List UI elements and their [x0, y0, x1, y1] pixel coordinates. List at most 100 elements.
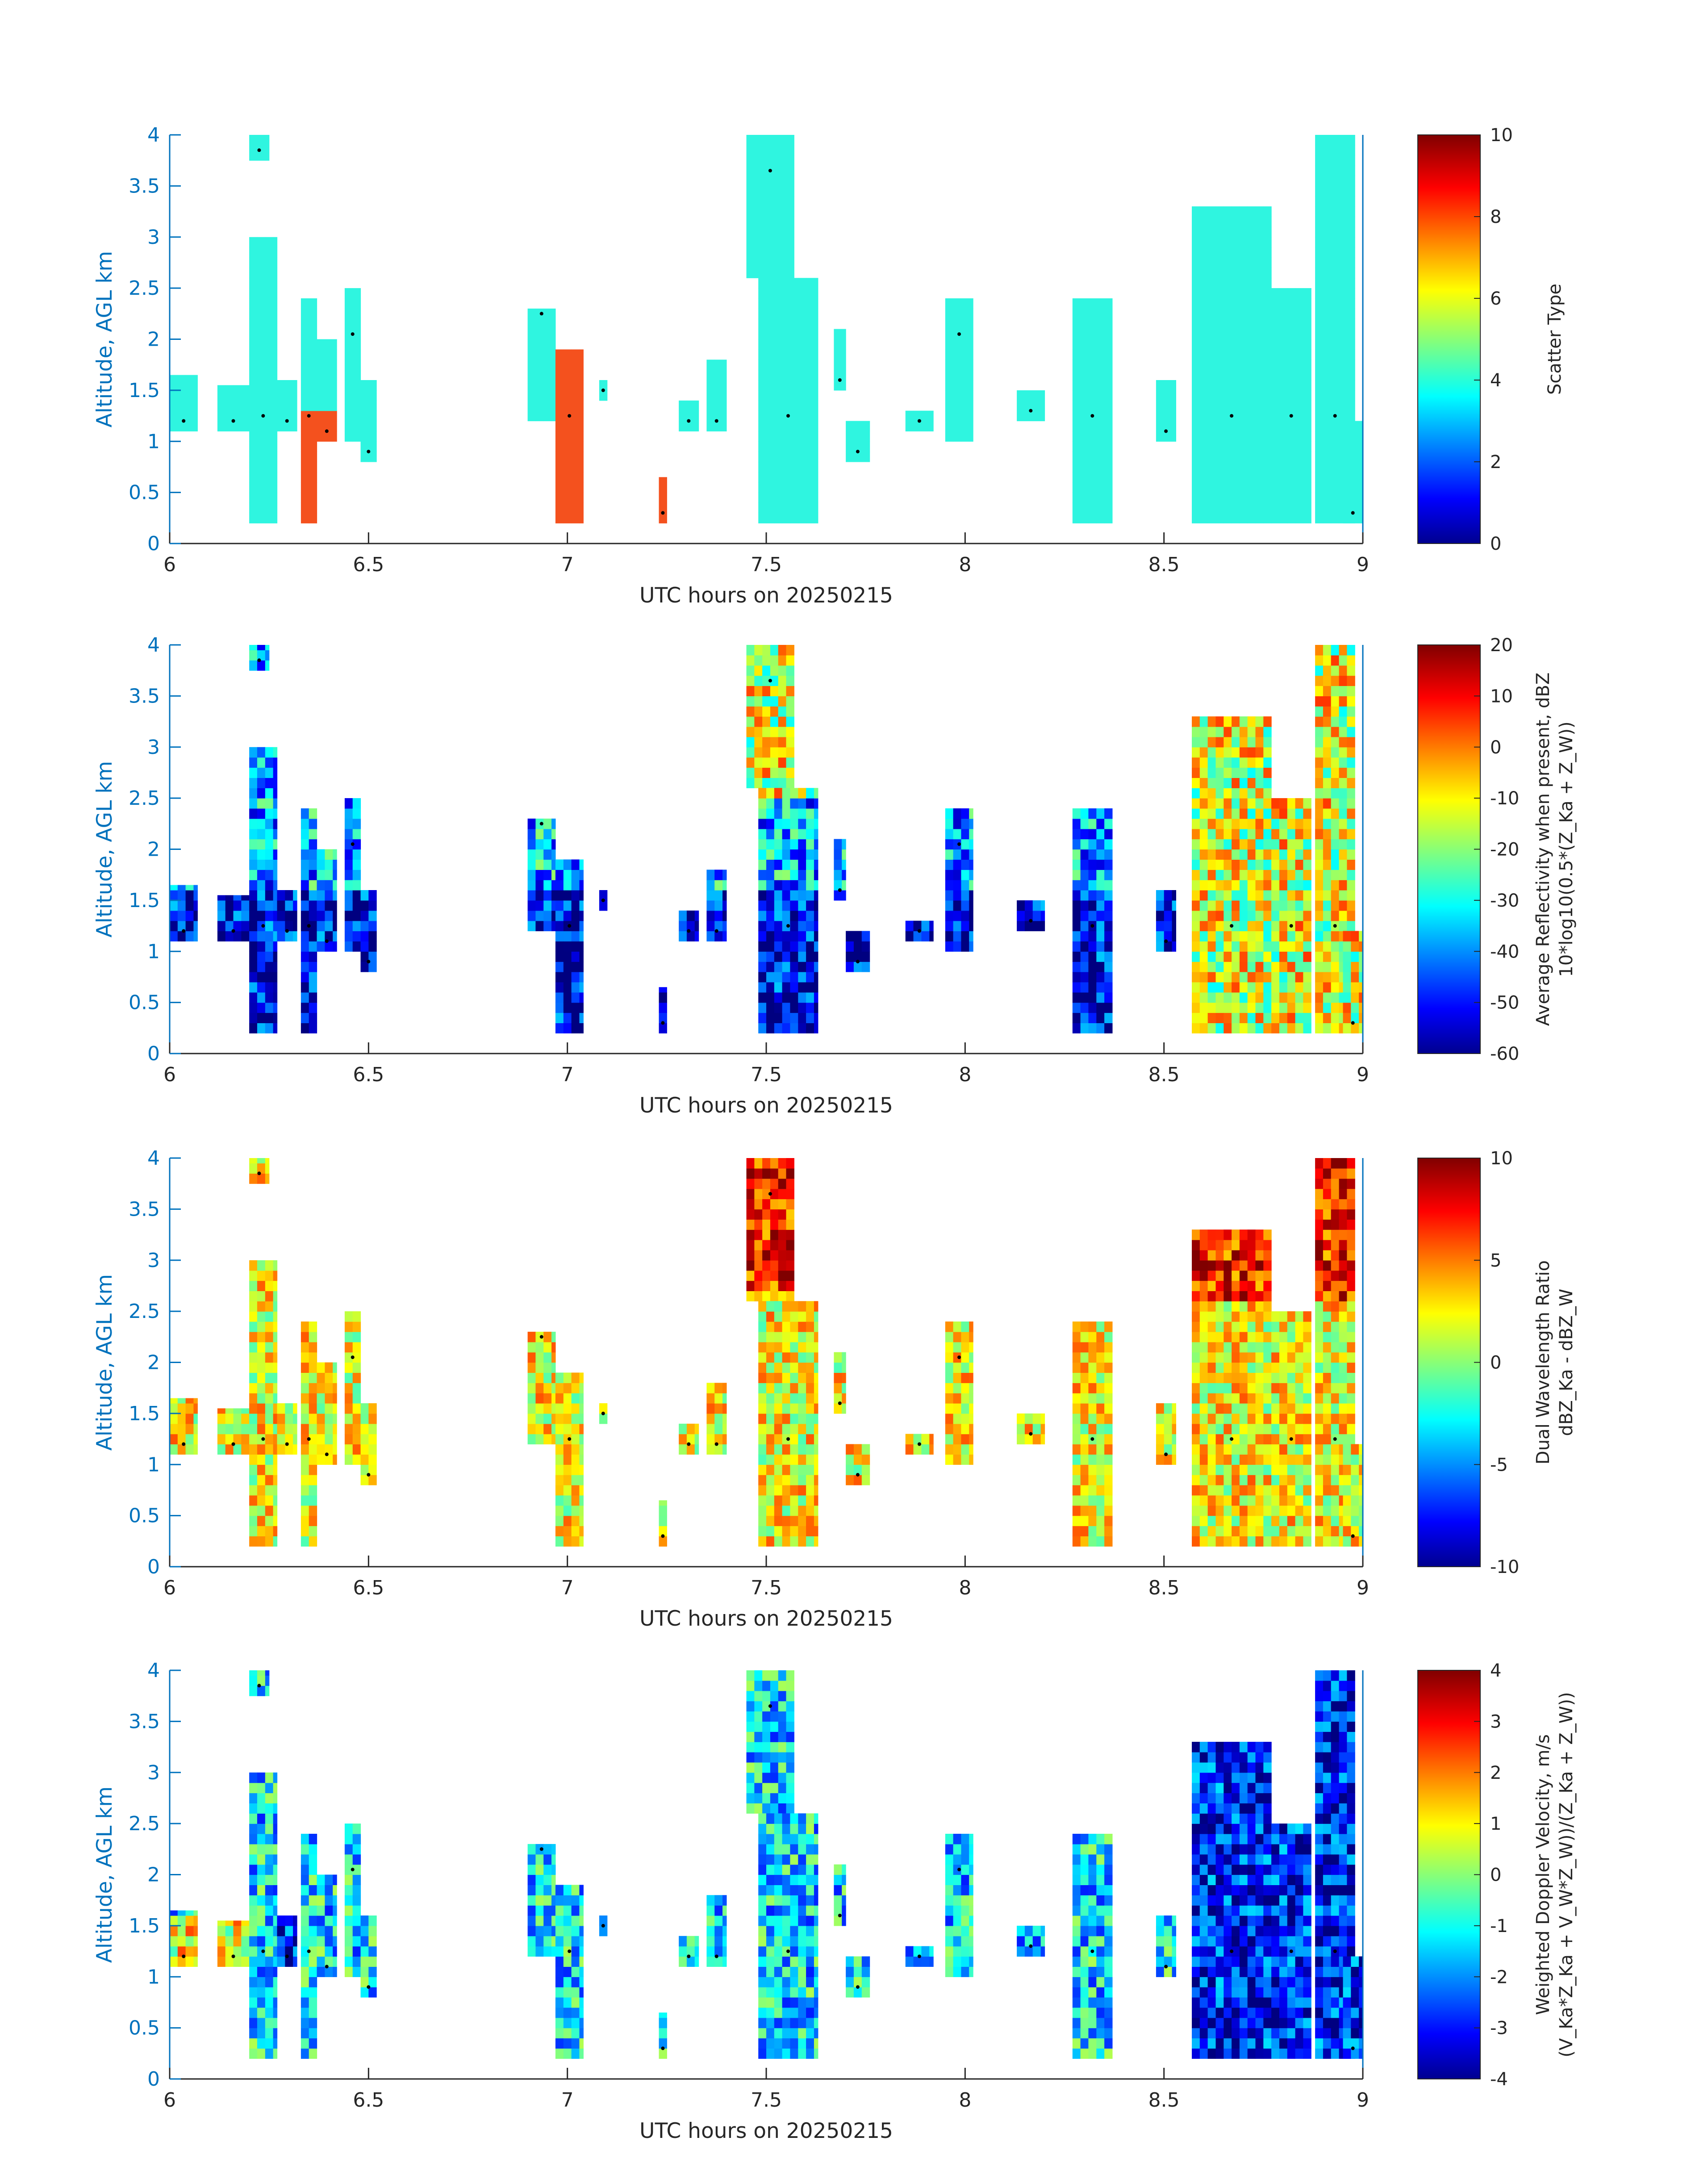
data-cell — [1192, 1281, 1200, 1292]
data-cell — [1315, 1301, 1323, 1312]
data-cell — [758, 1322, 766, 1332]
data-cell — [333, 1454, 337, 1465]
data-cell — [1323, 747, 1331, 758]
data-cell — [249, 1158, 257, 1163]
data-cell — [1271, 839, 1279, 850]
data-cell — [1256, 380, 1264, 391]
data-cell — [1303, 870, 1311, 880]
data-cell — [1279, 900, 1287, 911]
data-cell — [1315, 1414, 1323, 1424]
data-cell — [1200, 1424, 1208, 1435]
data-cell — [758, 819, 766, 829]
data-cell — [273, 1414, 278, 1424]
data-cell — [1339, 1383, 1347, 1393]
data-cell — [1208, 258, 1216, 268]
data-cell — [1295, 513, 1303, 523]
data-cell — [1041, 900, 1045, 911]
data-cell — [1232, 1444, 1240, 1455]
data-cell — [1347, 686, 1355, 697]
data-cell — [945, 1372, 953, 1383]
data-cell — [1303, 1363, 1311, 1373]
data-cell — [790, 1023, 798, 1033]
data-cell — [1347, 258, 1355, 268]
data-cell — [1088, 298, 1096, 309]
data-cell — [1331, 655, 1339, 666]
data-cell — [249, 1023, 257, 1033]
data-cell — [1208, 1003, 1216, 1013]
data-cell — [1271, 1372, 1279, 1383]
data-cell — [1347, 329, 1355, 340]
data-cell — [1232, 849, 1240, 860]
data-cell — [1303, 992, 1311, 1003]
data-cell — [754, 227, 762, 238]
data-cell — [1347, 1281, 1355, 1292]
data-cell — [579, 1536, 584, 1547]
data-cell — [1248, 1311, 1256, 1322]
x-tick-label: 8.5 — [1148, 553, 1180, 576]
data-cell — [1208, 911, 1216, 921]
data-cell — [1271, 1393, 1279, 1404]
data-cell — [782, 1383, 790, 1393]
data-cell — [1073, 1023, 1081, 1033]
data-cell — [1343, 982, 1351, 993]
data-cell — [1216, 1516, 1224, 1527]
data-cell — [249, 258, 257, 268]
data-cell — [193, 900, 198, 911]
data-cell — [1347, 370, 1355, 381]
data-cell — [1033, 1424, 1041, 1435]
data-cell — [1104, 1322, 1112, 1332]
data-cell — [778, 176, 786, 187]
data-cell — [1323, 1383, 1331, 1393]
data-cell — [1331, 665, 1339, 676]
data-cell — [535, 401, 543, 411]
data-cell — [273, 880, 278, 891]
data-cell — [353, 900, 361, 911]
data-cell — [1315, 268, 1323, 278]
data-cell — [1256, 278, 1264, 289]
data-cell — [1224, 278, 1232, 289]
data-cell — [806, 452, 814, 462]
data-cell — [1279, 441, 1287, 452]
data-cell — [1240, 900, 1248, 911]
data-cell — [774, 1536, 782, 1547]
data-cell — [1323, 421, 1331, 432]
data-cell — [774, 1414, 782, 1424]
data-cell — [806, 808, 814, 819]
data-cell — [790, 1301, 798, 1312]
data-cell — [1081, 1536, 1089, 1547]
data-cell — [1216, 1271, 1224, 1281]
data-cell — [1088, 951, 1096, 962]
data-cell — [249, 1414, 257, 1424]
data-cell — [1323, 992, 1331, 1003]
data-cell — [1271, 472, 1279, 483]
data-cell — [301, 1454, 309, 1465]
data-cell — [758, 1013, 766, 1024]
data-cell — [193, 921, 198, 932]
data-cell — [1256, 778, 1264, 788]
data-cell — [1208, 401, 1216, 411]
data-cell — [1331, 1219, 1339, 1230]
data-cell — [301, 1332, 309, 1343]
data-cell — [1208, 452, 1216, 462]
data-cell — [770, 1281, 778, 1292]
data-cell — [1339, 839, 1347, 850]
data-cell — [528, 1414, 536, 1424]
data-cell — [1303, 849, 1311, 860]
data-cell — [1339, 880, 1347, 891]
data-cell — [249, 1526, 257, 1537]
data-cell — [747, 206, 755, 217]
data-cell — [766, 1013, 774, 1024]
data-cell — [770, 1158, 778, 1169]
data-cell — [309, 1003, 317, 1013]
data-cell — [1081, 849, 1089, 860]
data-cell — [1156, 431, 1164, 442]
data-cell — [1339, 737, 1347, 748]
data-cell — [1248, 911, 1256, 921]
data-cell — [1256, 1383, 1264, 1393]
data-cell — [1224, 401, 1232, 411]
data-cell — [1323, 462, 1331, 473]
data-cell — [758, 462, 766, 473]
data-cell — [301, 1444, 309, 1455]
data-cell — [257, 839, 265, 850]
data-cell — [1232, 441, 1240, 452]
